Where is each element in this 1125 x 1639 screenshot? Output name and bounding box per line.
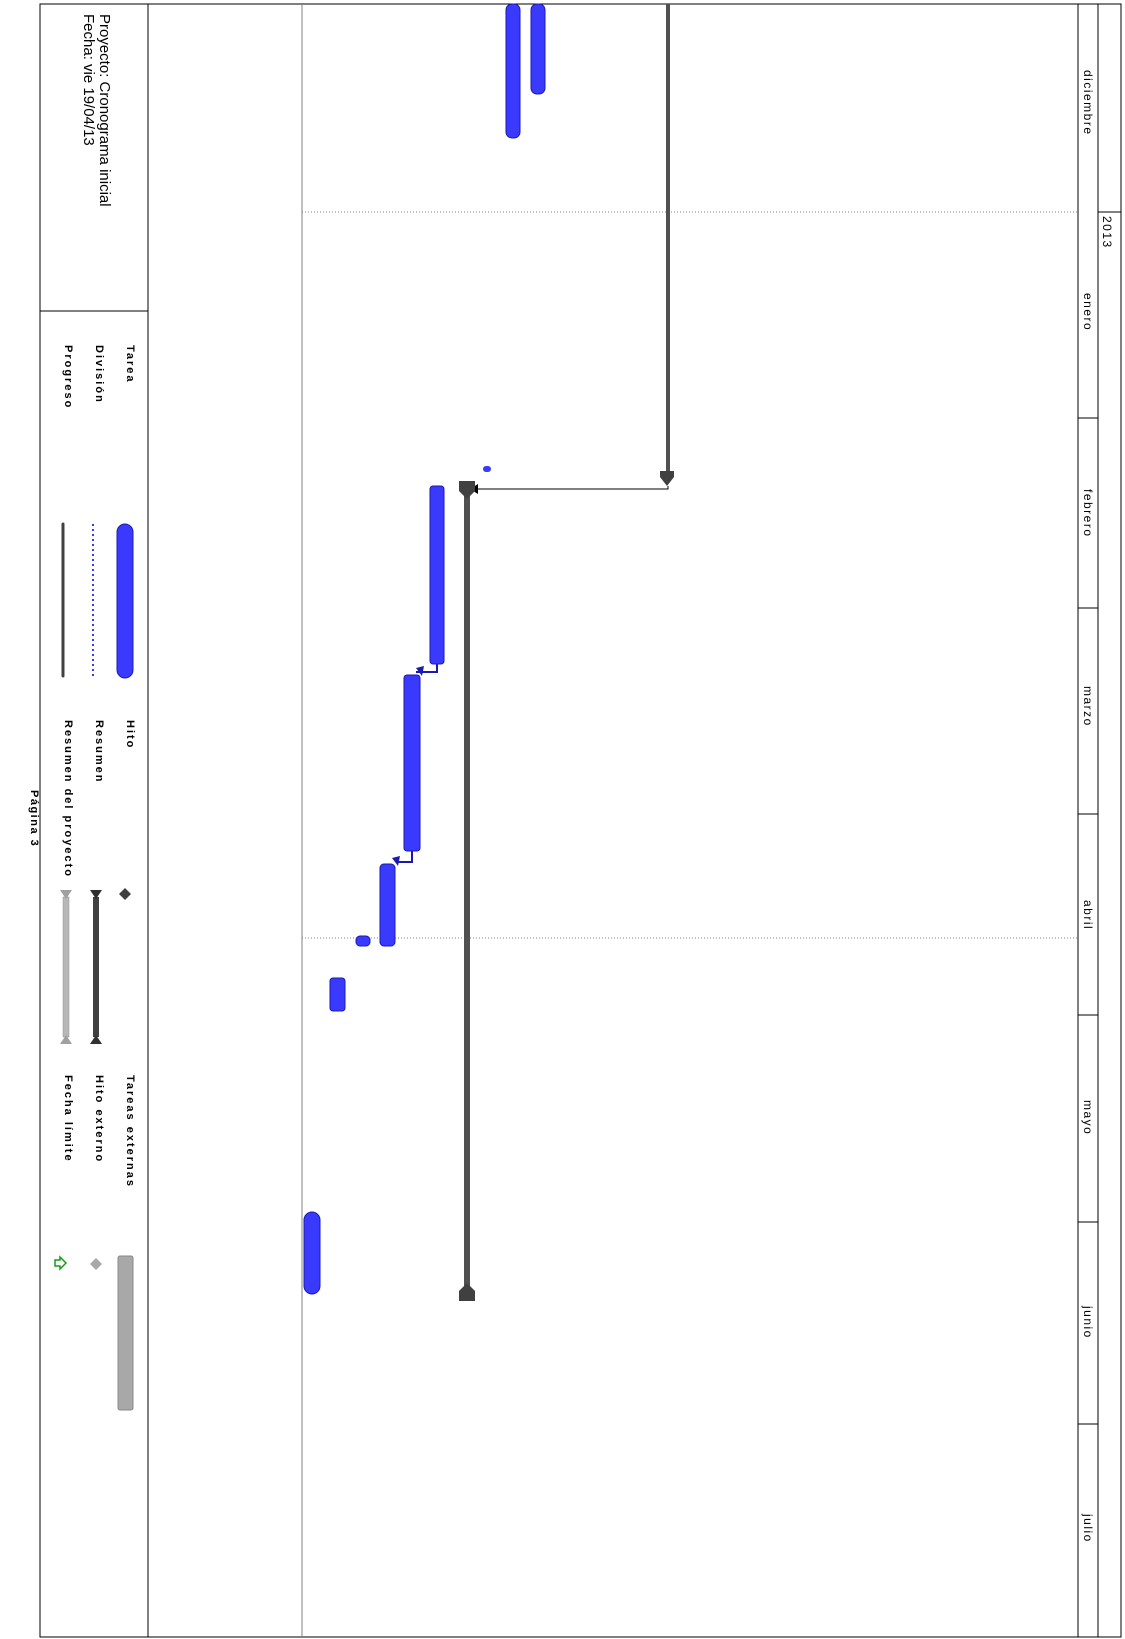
month-label-julio: julio bbox=[1081, 1513, 1095, 1543]
summary-bar-main bbox=[459, 481, 475, 1301]
legend-label-hito-externo: Hito externo bbox=[93, 1075, 105, 1163]
external-milestone-icon bbox=[90, 1258, 102, 1270]
page-number-label: Página 3 bbox=[28, 790, 40, 847]
legend-label-tareas-externas: Tareas externas bbox=[124, 1075, 136, 1188]
year-label: 2013 bbox=[1100, 216, 1114, 249]
project-name: Proyecto: Cronograma inicial bbox=[96, 14, 113, 207]
task-bar-5 bbox=[329, 977, 346, 1012]
page-frame bbox=[39, 3, 1122, 1638]
milestone-diamond-icon bbox=[119, 888, 131, 900]
month-label-marzo: marzo bbox=[1081, 686, 1095, 727]
month-dividers bbox=[1078, 211, 1121, 1425]
legend-label-progreso: Progreso bbox=[62, 345, 74, 409]
dependency-link-2 bbox=[392, 851, 413, 866]
task-bar-6 bbox=[303, 1211, 321, 1295]
month-label-febrero: febrero bbox=[1081, 489, 1095, 538]
summary-bar-previous bbox=[660, 4, 674, 486]
legend-swatch-tareas-externas bbox=[117, 1255, 134, 1411]
legend-label-hito: Hito bbox=[124, 720, 136, 749]
task-bar-continued-2 bbox=[530, 3, 546, 95]
project-date: Fecha: vie 19/04/13 bbox=[80, 14, 97, 146]
legend-label-division: División bbox=[93, 345, 105, 404]
dependency-link-1 bbox=[416, 664, 438, 676]
month-label-junio: junio bbox=[1081, 1305, 1095, 1339]
task-bar-2 bbox=[403, 674, 421, 852]
task-bar-4 bbox=[355, 935, 371, 947]
month-label-enero: enero bbox=[1081, 293, 1095, 331]
task-bar-continued-1 bbox=[505, 3, 521, 139]
legend-swatch-tarea bbox=[116, 523, 134, 679]
legend-label-fecha-limite: Fecha límite bbox=[62, 1075, 74, 1163]
month-label-abril: abril bbox=[1081, 900, 1095, 930]
dependency-link-to-febrero-phase bbox=[470, 484, 669, 494]
project-summary-bracket-icon bbox=[60, 890, 72, 1044]
legend-label-resumen: Resumen bbox=[93, 720, 105, 784]
task-bar-1 bbox=[429, 485, 445, 665]
deadline-arrow-icon bbox=[54, 1255, 68, 1271]
month-label-mayo: mayo bbox=[1081, 1100, 1095, 1135]
task-bar-3 bbox=[379, 863, 396, 947]
legend-label-tarea: Tarea bbox=[124, 345, 136, 384]
summary-bracket-icon bbox=[90, 890, 102, 1044]
milestone-mark-febrero bbox=[483, 466, 491, 472]
month-label-diciembre: diciembre bbox=[1081, 70, 1095, 136]
legend-label-resumen-del-proyecto: Resumen del proyecto bbox=[62, 720, 74, 878]
